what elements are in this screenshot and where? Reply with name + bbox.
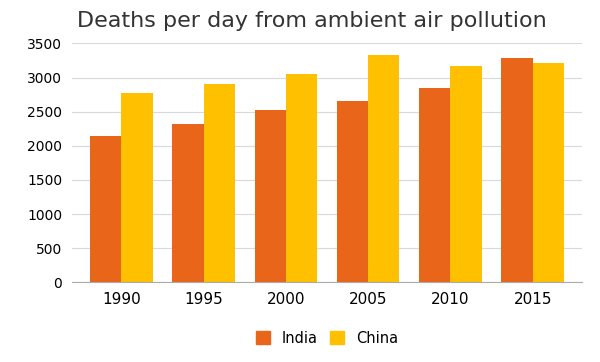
- Bar: [419, 88, 451, 282]
- Bar: [337, 101, 368, 282]
- Bar: [203, 84, 235, 282]
- Bar: [254, 110, 286, 282]
- Text: Deaths per day from ambient air pollution: Deaths per day from ambient air pollutio…: [77, 11, 547, 31]
- Bar: [502, 58, 533, 282]
- Bar: [286, 74, 317, 282]
- Legend: India, China: India, China: [250, 325, 404, 352]
- Bar: [172, 124, 203, 282]
- Bar: [368, 55, 400, 282]
- Bar: [90, 136, 121, 282]
- Bar: [533, 63, 564, 282]
- Bar: [451, 66, 482, 282]
- Bar: [121, 93, 152, 282]
